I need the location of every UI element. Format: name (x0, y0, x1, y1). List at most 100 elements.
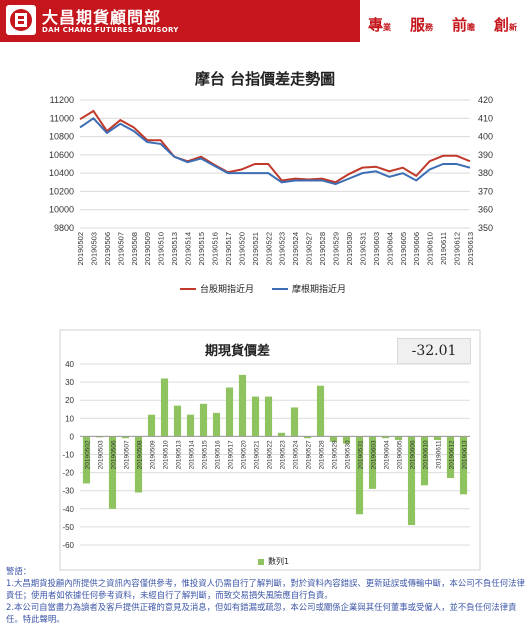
x-tick-label: 20190528 (318, 232, 327, 265)
x-tick-label: 20190523 (280, 440, 287, 469)
bar (420, 436, 429, 486)
bar-chart-legend: 數列1 (258, 556, 289, 567)
y-right-tick-label: 410 (478, 113, 493, 123)
x-tick-label: 20190604 (384, 440, 391, 469)
x-tick-label: 20190502 (85, 440, 92, 469)
bar-chart-frame (59, 329, 481, 571)
bar (342, 436, 351, 444)
bar (368, 436, 377, 489)
x-tick-label: 20190529 (332, 232, 341, 265)
x-tick-label: 20190510 (157, 232, 166, 265)
y-tick-label: 30 (65, 378, 74, 387)
y-tick-label: -40 (62, 505, 74, 514)
y-tick-label: 10 (65, 414, 74, 423)
disclaimer-label: 警語： (6, 566, 32, 576)
x-tick-label: 20190503 (89, 232, 98, 265)
x-tick-label: 20190527 (305, 232, 314, 265)
x-tick-label: 20190529 (332, 440, 339, 469)
legend-item-msci: 摩根期指近月 (272, 282, 346, 295)
y-right-tick-label: 370 (478, 186, 493, 196)
bar (147, 414, 156, 437)
x-tick-label: 20190524 (291, 232, 300, 265)
bar (316, 385, 325, 437)
brand-name-en: DAH CHANG FUTURES ADVISORY (42, 26, 179, 34)
y-left-tick-label: 10400 (49, 168, 74, 178)
bar (212, 412, 221, 437)
x-tick-label: 20190527 (306, 440, 313, 469)
x-tick-label: 20190606 (410, 440, 417, 469)
y-right-tick-label: 400 (478, 132, 493, 142)
slogan-item: 專業 (368, 16, 392, 34)
y-left-tick-label: 10200 (49, 186, 74, 196)
x-tick-label: 20190521 (251, 232, 260, 265)
y-tick-label: -10 (62, 451, 74, 460)
x-tick-label: 20190523 (278, 232, 287, 265)
disclaimer-line: 1.大昌期貨投顧內所提供之資訊內容僅供參考，惟投資人仍需自行了解判斷，對於資料內… (6, 578, 525, 600)
y-tick-label: 0 (70, 432, 75, 441)
x-tick-label: 20190509 (143, 232, 152, 265)
x-tick-label: 20190610 (423, 440, 430, 469)
bar (251, 396, 260, 437)
bar (277, 432, 286, 437)
x-tick-label: 20190507 (116, 232, 125, 265)
y-tick-label: 20 (65, 396, 74, 405)
disclaimer-line: 2.本公司自當盡力為讀者及客戶提供正確的意見及消息，但如有錯漏或疏忽，本公司或關… (6, 602, 517, 624)
x-tick-label: 20190514 (189, 440, 196, 469)
x-tick-label: 20190515 (197, 232, 206, 265)
y-left-tick-label: 10800 (49, 132, 74, 142)
x-tick-label: 20190507 (124, 440, 131, 469)
slogan-item: 創新 (494, 16, 518, 34)
y-right-tick-label: 420 (478, 95, 493, 105)
brand-logo (6, 5, 36, 35)
x-tick-label: 20190506 (111, 440, 118, 469)
y-right-tick-label: 360 (478, 205, 493, 215)
x-tick-label: 20190613 (462, 440, 469, 469)
bar (329, 436, 338, 442)
line-chart: 9800 10000 10200 10400 10600 10800 11000 11200 3… (49, 95, 493, 265)
bar (160, 378, 169, 437)
x-tick-label: 20190515 (202, 440, 209, 469)
x-tick-label: 20190611 (439, 232, 448, 265)
y-tick-label: -50 (62, 523, 74, 532)
y-right-tick-label: 380 (478, 168, 493, 178)
y-tick-label: -60 (62, 541, 74, 550)
x-tick-label: 20190612 (453, 232, 462, 265)
bar (407, 436, 416, 526)
bar (173, 405, 182, 437)
bar (108, 436, 117, 509)
x-tick-label: 20190516 (215, 440, 222, 469)
bar (82, 436, 91, 484)
y-left-tick-label: 10000 (49, 205, 74, 215)
y-right-tick-label: 390 (478, 150, 493, 160)
bar (459, 436, 468, 495)
slogan-item: 服務 (410, 16, 434, 34)
legend-label: 台股期指近月 (200, 285, 255, 295)
slogan-item: 前瞻 (452, 16, 476, 34)
x-tick-label: 20190516 (210, 232, 219, 265)
x-tick-label: 20190502 (76, 232, 85, 265)
legend-swatch (258, 558, 264, 565)
y-tick-label: -30 (62, 487, 74, 496)
y-tick-label: 40 (65, 360, 74, 369)
x-tick-label: 20190522 (264, 232, 273, 265)
x-tick-label: 20190524 (293, 440, 300, 469)
bar (381, 436, 390, 439)
x-tick-label: 20190513 (170, 232, 179, 265)
series-line (79, 116, 471, 186)
x-tick-label: 20190605 (399, 232, 408, 265)
basis-value-box: -32.01 (397, 338, 471, 364)
line-chart-title: 摩台 台指價差走勢圖 (194, 70, 336, 88)
x-tick-label: 20190514 (184, 232, 193, 265)
line-chart-legend: 台股期指近月 摩根期指近月 (180, 282, 346, 295)
x-tick-label: 20190506 (103, 232, 112, 265)
bar (303, 436, 312, 439)
x-tick-label: 20190508 (137, 440, 144, 469)
bar (290, 407, 299, 437)
x-tick-label: 20190510 (163, 440, 170, 469)
x-tick-label: 20190508 (130, 232, 139, 265)
x-tick-label: 20190521 (254, 440, 261, 469)
x-tick-label: 20190517 (228, 440, 235, 469)
bar (199, 403, 208, 437)
slogan-strip (360, 0, 530, 42)
bar (225, 387, 234, 437)
